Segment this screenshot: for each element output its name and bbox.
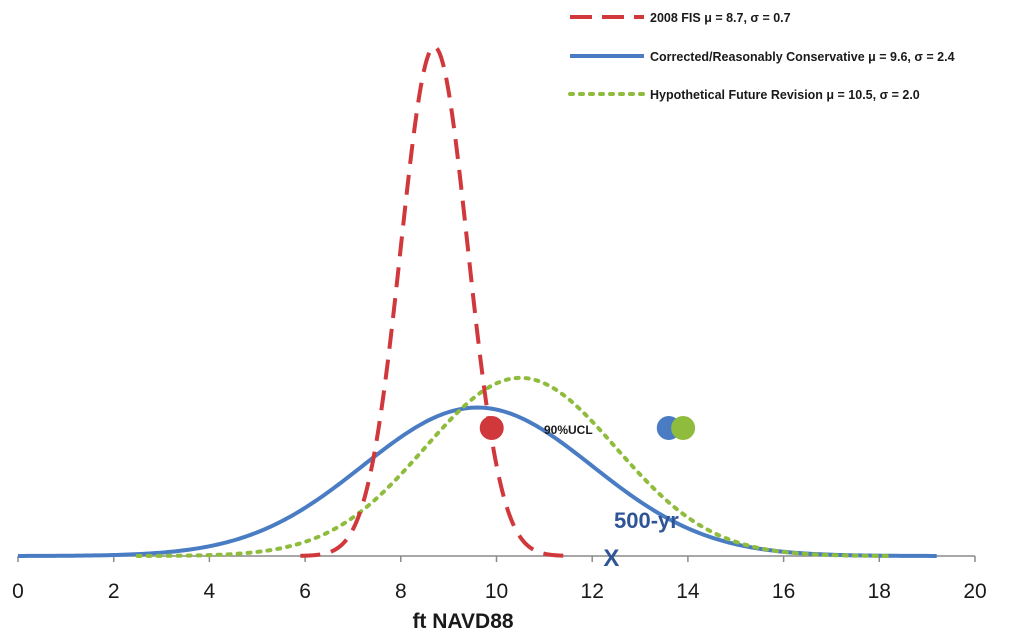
x-tick-label: 4 bbox=[204, 580, 216, 603]
series-line-dashed bbox=[300, 44, 564, 558]
x-tick-label: 6 bbox=[299, 580, 311, 603]
legend: 2008 FIS μ = 8.7, σ = 0.7 Corrected/Reaso… bbox=[568, 11, 955, 102]
ucl-markers bbox=[479, 416, 696, 440]
legend-label-solid: Corrected/Reasonably Conservative μ = 9.… bbox=[650, 50, 955, 64]
return-period-annotation: 500-yr bbox=[614, 508, 679, 533]
annotations: 90%UCL 500-yr X bbox=[544, 423, 679, 572]
x-tick-label: 12 bbox=[581, 580, 604, 603]
x-marker: X bbox=[603, 545, 619, 572]
x-axis-title: ft NAVD88 bbox=[412, 610, 513, 633]
distribution-curves bbox=[17, 44, 937, 558]
legend-label-dotted: Hypothetical Future Revision μ = 10.5, σ… bbox=[650, 88, 920, 102]
x-tick-label: 10 bbox=[485, 580, 508, 603]
ucl-marker-dotted bbox=[671, 416, 696, 440]
series-line-dotted bbox=[135, 375, 896, 558]
x-tick-label: 16 bbox=[772, 580, 795, 603]
x-tick-label: 20 bbox=[963, 580, 986, 603]
x-axis-ticks: 0 2 4 6 8 10 12 14 16 18 20 bbox=[12, 556, 987, 603]
x-tick-label: 0 bbox=[12, 580, 24, 603]
x-tick-label: 2 bbox=[108, 580, 120, 603]
x-tick-label: 8 bbox=[395, 580, 407, 603]
series-line-solid bbox=[17, 405, 937, 558]
ucl-marker-dashed bbox=[479, 416, 504, 440]
ucl-annotation: 90%UCL bbox=[544, 423, 593, 437]
legend-label-dashed: 2008 FIS μ = 8.7, σ = 0.7 bbox=[650, 11, 791, 25]
x-tick-label: 14 bbox=[676, 580, 700, 603]
x-tick-label: 18 bbox=[868, 580, 891, 603]
